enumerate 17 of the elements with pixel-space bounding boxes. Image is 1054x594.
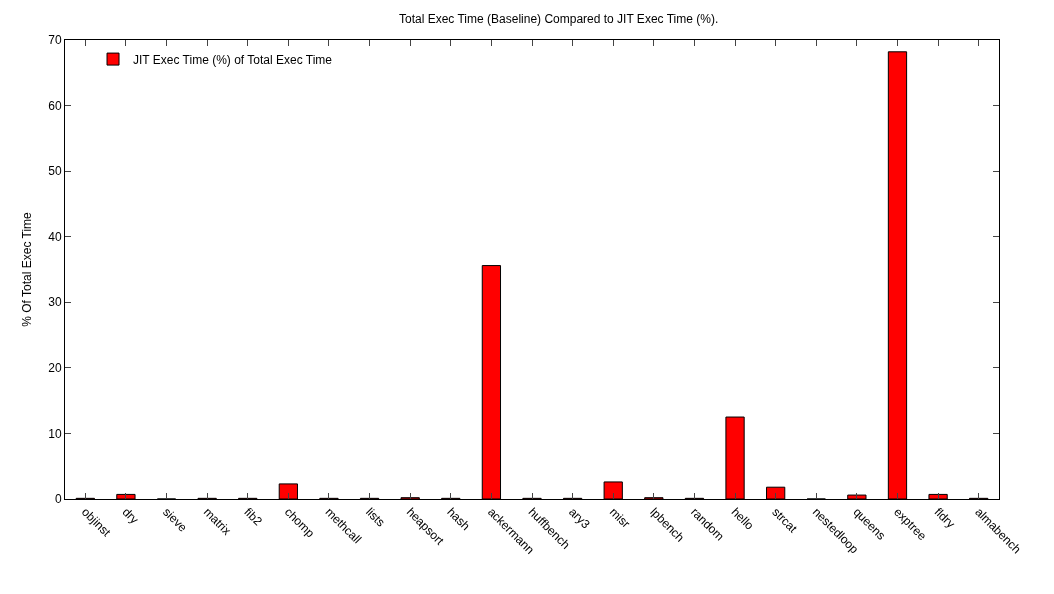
y-tick-label: 30 — [48, 295, 62, 310]
y-tick-label: 10 — [48, 426, 62, 441]
y-tick-label: 50 — [48, 164, 62, 179]
y-tick-label: 40 — [48, 229, 62, 244]
legend-label: JIT Exec Time (%) of Total Exec Time — [133, 52, 333, 67]
y-tick-label: 0 — [54, 492, 62, 507]
y-axis-title: % Of Total Exec Time — [20, 211, 34, 327]
x-tick-label: fib2 — [241, 504, 266, 529]
x-tick-label: lists — [363, 504, 388, 530]
y-tick-label: 70 — [48, 33, 62, 48]
y-tick-label: 20 — [48, 361, 62, 376]
chart-title: Total Exec Time (Baseline) Compared to JIT Exec Time (%). — [399, 12, 719, 27]
x-tick-label: dry — [119, 504, 142, 527]
x-tick-label: ary3 — [566, 504, 593, 532]
y-tick-label: 60 — [48, 98, 62, 113]
x-tick-label: fldry — [931, 504, 958, 531]
x-tick-label: misr — [606, 504, 633, 531]
